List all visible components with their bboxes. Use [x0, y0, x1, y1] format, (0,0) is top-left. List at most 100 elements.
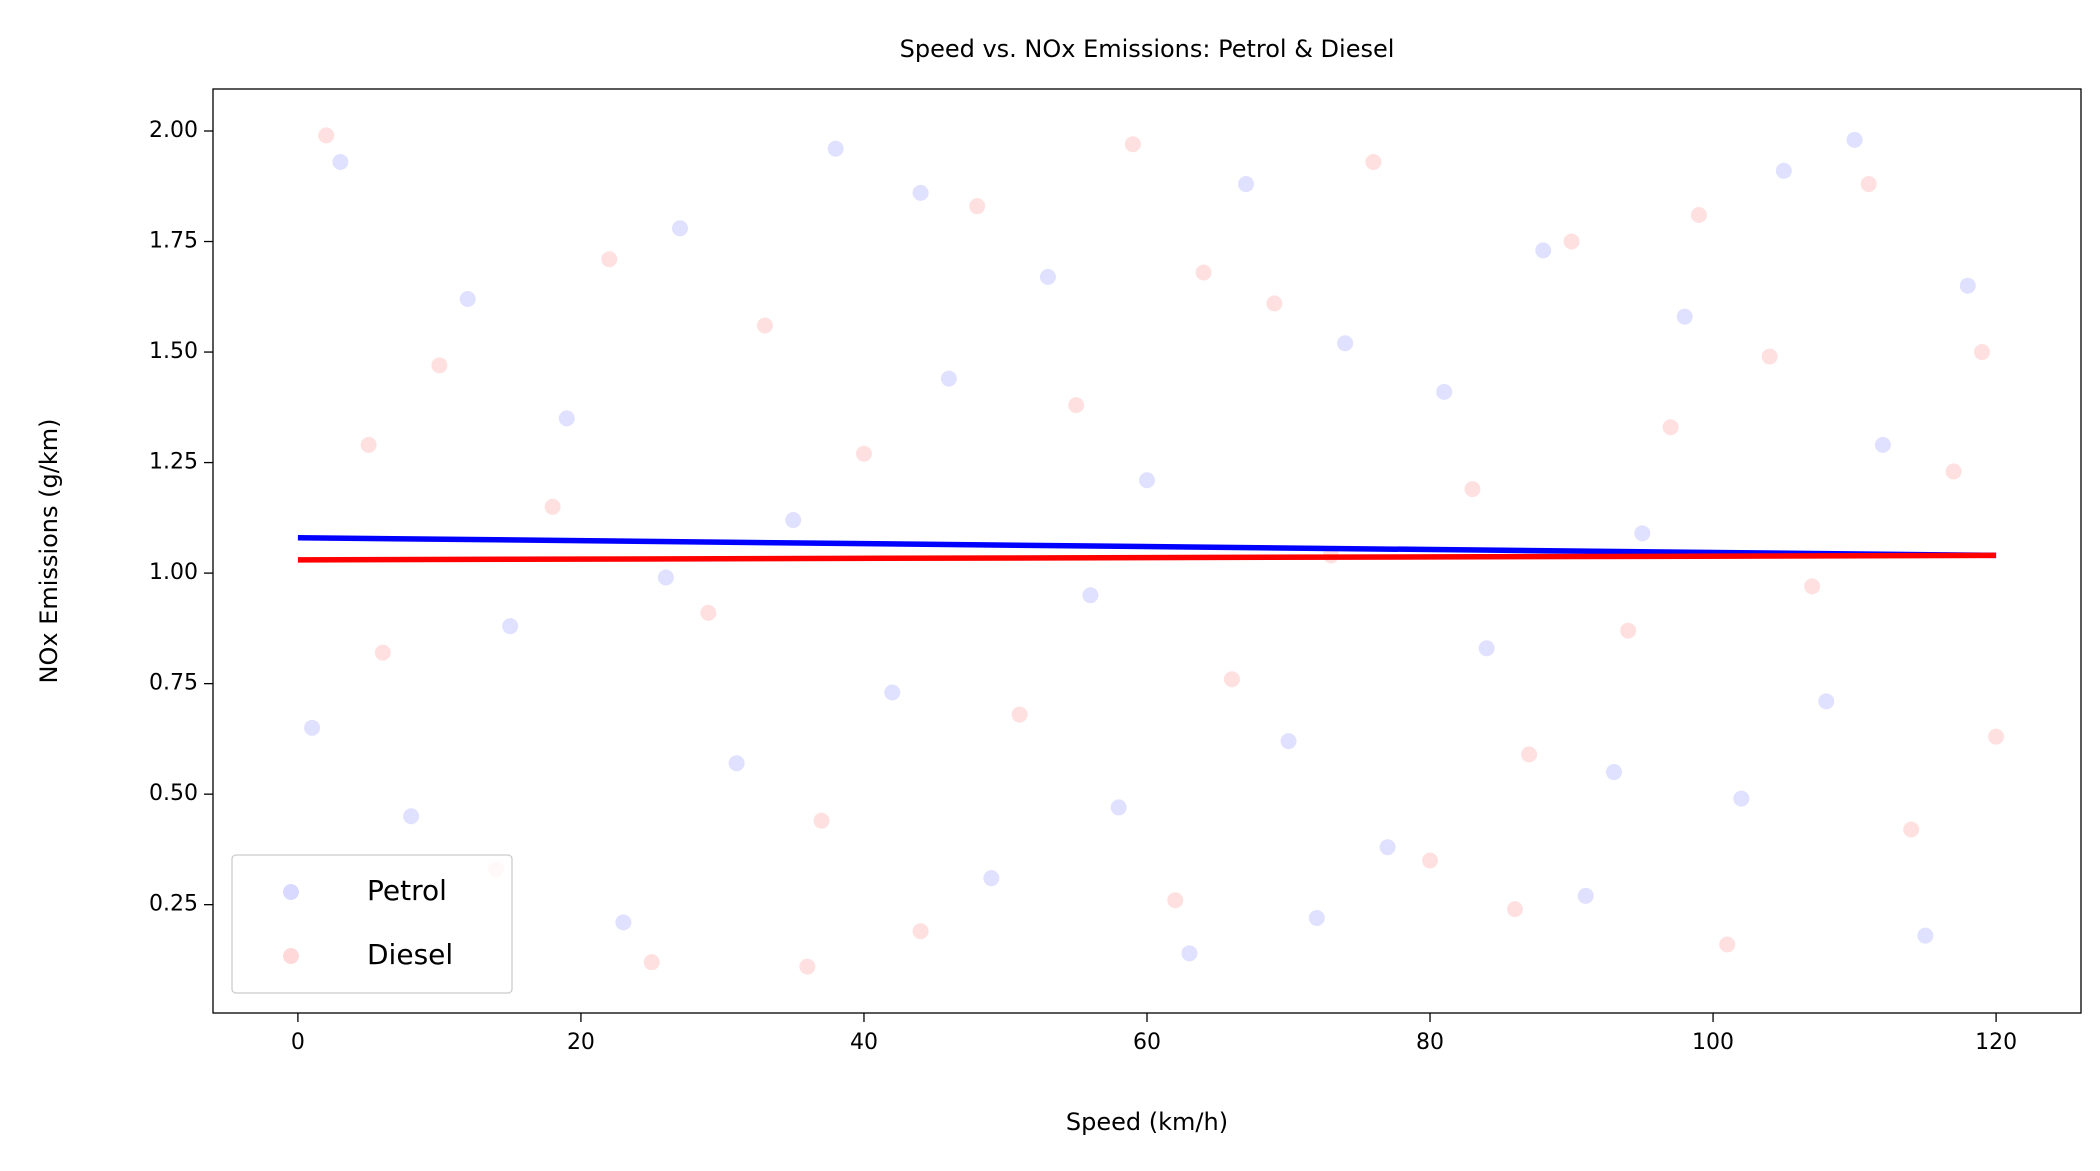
scatter-point — [940, 370, 957, 387]
scatter-point — [403, 808, 420, 825]
y-tick-label: 1.00 — [149, 560, 198, 585]
scatter-point — [502, 618, 519, 635]
scatter-point — [1068, 397, 1085, 414]
x-axis-label: Speed (km/h) — [1066, 1108, 1228, 1136]
scatter-point — [672, 220, 688, 237]
scatter-point — [1478, 640, 1495, 657]
scatter-point — [728, 755, 745, 772]
scatter-point — [1365, 153, 1382, 170]
scatter-point — [1917, 927, 1934, 944]
scatter-point — [601, 251, 618, 268]
scatter-point — [1535, 242, 1552, 259]
scatter-point — [459, 291, 476, 307]
x-tick-label: 120 — [1975, 1030, 2017, 1055]
scatter-point — [1266, 295, 1283, 312]
scatter-point — [1973, 344, 1990, 361]
scatter-point — [983, 870, 1000, 887]
scatter-point — [1903, 821, 1920, 838]
scatter-point — [657, 569, 674, 586]
y-tick-label: 2.00 — [149, 118, 198, 143]
y-tick-label: 0.50 — [149, 781, 198, 806]
scatter-point — [1620, 622, 1637, 639]
x-tick-label: 20 — [567, 1030, 595, 1055]
scatter-point — [1804, 578, 1821, 595]
scatter-point — [1110, 799, 1127, 816]
scatter-point — [1308, 909, 1325, 926]
y-tick-label: 0.25 — [149, 892, 198, 917]
x-tick-label: 60 — [1133, 1030, 1161, 1055]
scatter-point — [1818, 693, 1835, 710]
scatter-point — [615, 914, 632, 931]
scatter-point — [1634, 525, 1651, 542]
scatter-point — [969, 198, 986, 215]
scatter-point — [1846, 131, 1863, 148]
trend-line — [297, 534, 1997, 559]
scatter-point — [813, 812, 830, 829]
scatter-point — [1124, 136, 1141, 153]
scatter-point — [912, 184, 929, 201]
scatter-point — [700, 604, 717, 621]
scatter-point — [374, 644, 391, 661]
scatter-point — [799, 958, 816, 975]
scatter-point — [1379, 839, 1396, 856]
plot-frame — [212, 88, 2082, 1014]
scatter-point — [1167, 892, 1184, 909]
scatter-point — [884, 684, 901, 701]
x-tick-label: 0 — [291, 1030, 305, 1055]
scatter-point — [1436, 383, 1453, 400]
scatter-point — [1690, 207, 1707, 223]
scatter-point — [1662, 419, 1679, 436]
scatter-point — [1280, 733, 1297, 750]
scatter-point — [643, 954, 660, 971]
scatter-point — [912, 923, 929, 940]
scatter-point — [332, 153, 349, 170]
scatter-point — [1606, 764, 1622, 781]
scatter-point — [1082, 587, 1099, 604]
scatter-point — [827, 140, 844, 157]
scatter-point — [1195, 264, 1212, 281]
scatter-point — [1860, 176, 1877, 193]
y-tick-label: 1.50 — [149, 339, 198, 364]
scatter-point — [1337, 335, 1354, 352]
scatter-point — [1238, 176, 1255, 193]
y-tick-label: 0.75 — [149, 671, 198, 696]
scatter-point — [1988, 728, 2005, 745]
scatter-point — [1945, 463, 1962, 480]
scatter-point — [431, 357, 448, 374]
scatter-point — [1506, 901, 1523, 918]
scatter-point — [1521, 746, 1538, 763]
chart-title: Speed vs. NOx Emissions: Petrol & Diesel — [900, 35, 1395, 63]
legend-label: Petrol — [367, 874, 447, 907]
scatter-point — [1223, 671, 1240, 688]
scatter-point — [1733, 790, 1750, 807]
legend-marker — [283, 884, 299, 900]
scatter-point — [1775, 162, 1792, 179]
scatter-point — [785, 512, 802, 529]
scatter-point — [1761, 348, 1778, 365]
x-tick-label: 80 — [1416, 1030, 1444, 1055]
y-axis-label: NOx Emissions (g/km) — [35, 419, 63, 684]
scatter-point — [360, 436, 377, 453]
trend-line — [297, 552, 1997, 563]
scatter-point — [318, 127, 335, 144]
scatter-point — [1422, 852, 1439, 869]
scatter-point — [756, 317, 773, 334]
y-tick-label: 1.75 — [149, 229, 198, 254]
scatter-point — [1676, 308, 1693, 325]
scatter-point — [1181, 945, 1198, 962]
scatter-point — [558, 410, 575, 427]
x-tick-label: 40 — [850, 1030, 878, 1055]
scatter-point — [1563, 233, 1580, 250]
legend-marker — [283, 948, 299, 964]
scatter-point — [1874, 436, 1891, 453]
scatter-point — [544, 498, 561, 515]
legend-label: Diesel — [367, 938, 453, 971]
legend-box — [231, 854, 513, 994]
scatter-point — [1464, 481, 1481, 498]
scatter-point — [855, 445, 872, 462]
scatter-point — [1959, 277, 1976, 294]
scatter-point — [1577, 887, 1594, 904]
y-tick-label: 1.25 — [149, 450, 198, 475]
